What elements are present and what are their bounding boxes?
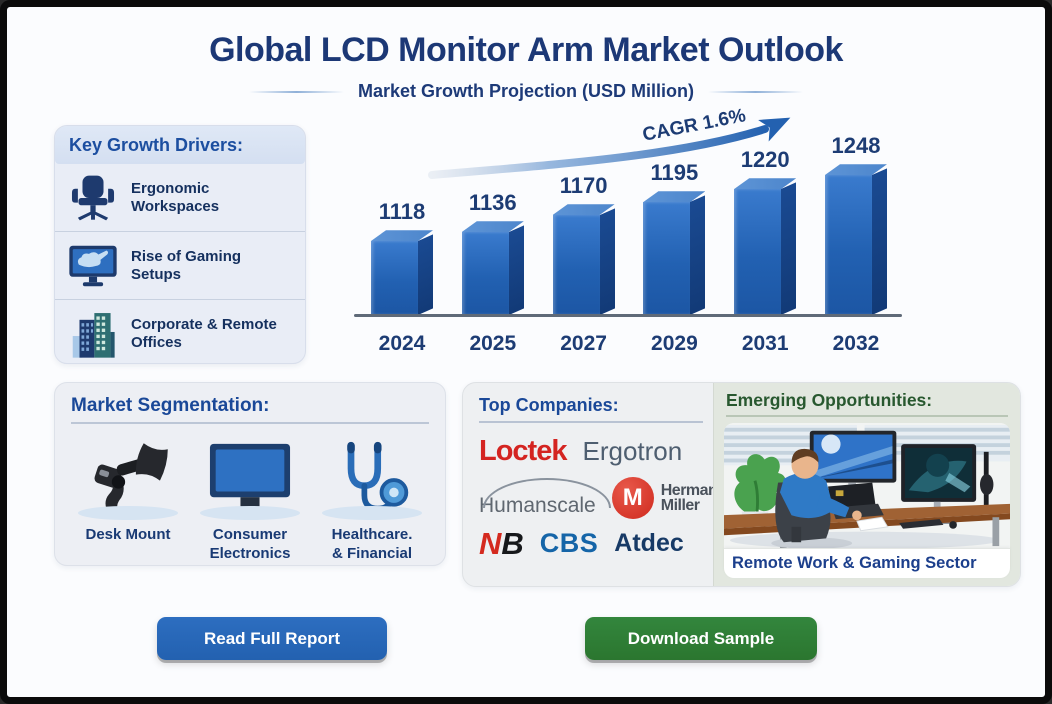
- herman-miller-m-icon: M: [611, 477, 654, 519]
- segment-consumer-electronics: Consumer Electronics: [191, 434, 309, 564]
- driver-item-corporate: Corporate & Remote Offices: [55, 300, 305, 363]
- subtitle-right-line: [708, 90, 803, 93]
- bar-value-label: 1170: [559, 173, 608, 198]
- growth-arrow-icon: [428, 117, 791, 179]
- bar-column-2031: 1220: [733, 147, 797, 315]
- page-subtitle: Market Growth Projection (USD Million): [357, 81, 694, 101]
- market-growth-chart: CAGR 1.6% 1118 1136 1170 1195 1220: [342, 105, 902, 362]
- icon-shadow: [78, 506, 178, 520]
- humanscale-logo: Humanscale: [479, 478, 611, 518]
- subtitle-row: Market Growth Projection (USD Million): [7, 81, 1045, 102]
- driver-label: Ergonomic Workspaces: [131, 180, 220, 215]
- year-tick: 2025: [469, 332, 517, 355]
- bar-value-label: 1136: [468, 190, 517, 215]
- cbs-logo: CBS: [539, 528, 599, 558]
- segment-desk-mount: Desk Mount: [69, 434, 187, 564]
- bar-value-label: 1118: [378, 199, 426, 224]
- humanscale-arc: [483, 478, 611, 508]
- year-tick: 2031: [741, 332, 789, 355]
- loctek-logo: Loctek: [479, 435, 567, 467]
- subtitle-left-line: [248, 90, 344, 93]
- top-companies-header: Top Companies:: [479, 391, 703, 423]
- emerging-header: Emerging Opportunities:: [726, 390, 1008, 417]
- market-segmentation-panel: Market Segmentation: Desk Mount Consumer…: [54, 382, 446, 566]
- bar-series: 1118 1136 1170 1195 1220 1248: [370, 107, 888, 315]
- year-tick: 2024: [378, 332, 426, 355]
- emerging-opportunities-section: Emerging Opportunities: Remote: [713, 383, 1020, 586]
- bar-3d: [734, 178, 797, 315]
- x-axis-labels: 2024 2025 2027 2029 2031 2032: [370, 332, 888, 356]
- ergotron-logo: Ergotron: [582, 436, 683, 466]
- stethoscope-icon: [347, 441, 409, 512]
- segment-label: Desk Mount: [85, 526, 171, 543]
- segment-healthcare-financial: Healthcare. & Financial: [313, 434, 431, 564]
- bar-column-2032: 1248: [824, 133, 888, 315]
- growth-drivers-header: Key Growth Drivers:: [55, 126, 305, 164]
- icon-shadow: [200, 506, 300, 520]
- bar-column-2024: 1118: [370, 199, 434, 315]
- bar-column-2029: 1195: [642, 160, 706, 315]
- herman-miller-logo: M Herman Miller: [611, 477, 718, 519]
- emerging-caption: Remote Work & Gaming Sector: [724, 548, 1010, 578]
- bar-value-label: 1248: [831, 133, 881, 158]
- center-monitor-icon: [809, 430, 897, 502]
- driver-label: Corporate & Remote Offices: [131, 316, 277, 351]
- page-title: Global LCD Monitor Arm Market Outlook: [209, 31, 843, 69]
- bar-column-2027: 1170: [552, 173, 616, 315]
- chart-baseline: [354, 314, 902, 317]
- company-logos: Loctek Ergotron Humanscale M Herman Mille…: [479, 435, 718, 561]
- top-companies-section: Top Companies: Loctek Ergotron Humanscal…: [463, 383, 718, 586]
- papers-icon: [856, 516, 889, 532]
- bar-3d: [643, 191, 706, 315]
- mic-arm-icon: [979, 451, 994, 510]
- keyboard-icon: [899, 519, 957, 529]
- atdec-logo: Atdec: [614, 529, 684, 557]
- segment-label: Healthcare. & Financial: [331, 526, 413, 562]
- driver-item-ergonomic: Ergonomic Workspaces: [55, 164, 305, 232]
- driver-label: Rise of Gaming Setups: [131, 248, 242, 283]
- bar-3d: [371, 230, 433, 315]
- year-tick: 2027: [560, 332, 607, 355]
- driver-item-gaming: Rise of Gaming Setups: [55, 232, 305, 300]
- nb-logo: NB: [479, 525, 524, 561]
- download-sample-button[interactable]: Download Sample: [585, 617, 817, 660]
- segment-label: Consumer Electronics: [209, 526, 291, 562]
- bar-value-label: 1195: [650, 160, 699, 185]
- bar-column-2025: 1136: [461, 190, 525, 315]
- bar-value-label: 1220: [740, 147, 790, 172]
- year-tick: 2032: [832, 332, 880, 355]
- bar-3d: [552, 204, 615, 315]
- segmentation-header: Market Segmentation:: [71, 395, 429, 424]
- key-growth-drivers-panel: Key Growth Drivers: Ergonomic Workspaces…: [54, 125, 306, 364]
- read-full-report-button[interactable]: Read Full Report: [157, 617, 387, 660]
- segmentation-items: Desk Mount Consumer Electronics Healthcar…: [55, 424, 445, 564]
- remote-work-illustration: [724, 423, 1010, 548]
- bar-3d: [461, 221, 524, 315]
- office-chair-icon: [67, 174, 119, 222]
- bar-3d: [824, 164, 887, 315]
- gaming-monitor-icon: [67, 244, 119, 288]
- year-tick: 2029: [651, 332, 698, 355]
- person-icon: [771, 448, 862, 548]
- icon-shadow: [322, 506, 422, 520]
- companies-opportunities-panel: Top Companies: Loctek Ergotron Humanscal…: [462, 382, 1021, 587]
- office-buildings-icon: [67, 309, 119, 359]
